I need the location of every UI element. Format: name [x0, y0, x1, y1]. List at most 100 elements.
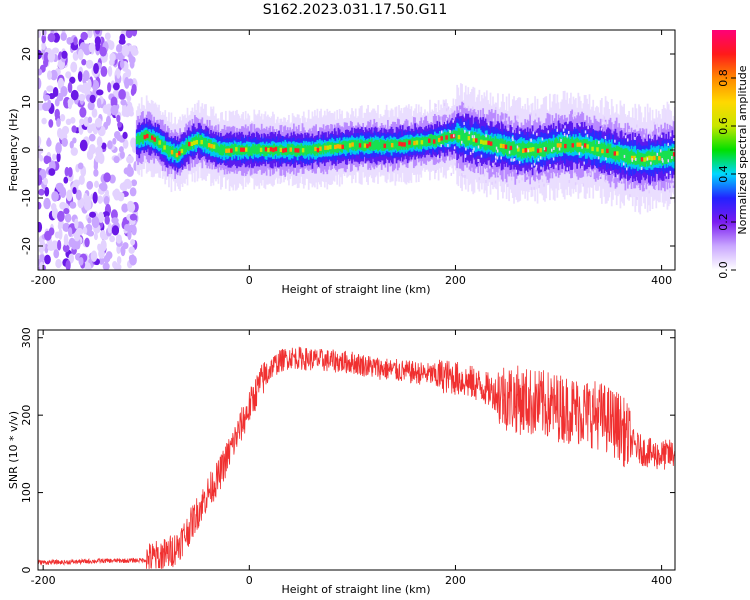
scatter-cell [672, 178, 675, 182]
noise-blob [94, 36, 102, 46]
noise-blob [96, 98, 102, 109]
scatter-cell [669, 189, 671, 193]
noise-blob [117, 121, 122, 128]
ridge-cell [370, 138, 373, 150]
ridge-cell [375, 140, 378, 150]
scatter-cell [552, 157, 555, 161]
scatter-cell [572, 114, 574, 118]
scatter-cell [543, 183, 545, 187]
scatter-cell [616, 175, 619, 179]
noise-blob [120, 245, 126, 257]
noise-blob [115, 234, 122, 244]
scatter-cell [541, 137, 544, 141]
scatter-cell [672, 182, 674, 186]
ridge-peak [282, 148, 285, 153]
noise-blob [62, 222, 71, 232]
scatter-cell [440, 120, 442, 124]
scatter-cell [629, 194, 631, 198]
noise-blob [124, 223, 130, 232]
colorbar: 0.0 0.2 0.4 0.6 0.8 Normalized spectral ampl… [712, 30, 749, 279]
noise-blob [38, 221, 43, 233]
ridge-cell [257, 144, 259, 155]
ridge-peak [351, 142, 354, 147]
noise-blob [98, 183, 106, 190]
ridge-peak [348, 143, 352, 148]
ridge-cell [220, 144, 222, 155]
ridge-peak [242, 147, 245, 152]
noise-blob [69, 201, 77, 209]
noise-blob [77, 84, 83, 92]
ridge-cell [411, 137, 414, 148]
noise-blob [78, 174, 85, 185]
ridge-peak [633, 155, 636, 161]
ridge-cell [385, 140, 388, 150]
noise-blob [111, 225, 120, 236]
scatter-cell [564, 125, 566, 129]
noise-blob [94, 117, 103, 128]
noise-blob [65, 259, 71, 270]
scatter-cell [568, 179, 571, 183]
ridge-peak [363, 143, 367, 148]
ridge-peak [428, 138, 431, 143]
ridge-cell [379, 138, 382, 149]
colorbar-tick-label: 0.0 [717, 261, 730, 279]
ridge-cell [362, 141, 365, 151]
scatter-cell [547, 130, 550, 134]
spectrogram-cells [38, 30, 675, 270]
y-tick-label: 0 [20, 567, 33, 574]
noise-blob [42, 102, 50, 112]
ridge-cell [638, 152, 640, 165]
scatter-cell [669, 170, 672, 174]
scatter-cell [437, 155, 439, 159]
noise-blob [43, 177, 49, 186]
noise-blob [59, 113, 66, 122]
ridge-cell [263, 145, 266, 157]
ridge-peak [398, 141, 401, 146]
ridge-cell [498, 139, 501, 153]
noise-blob [42, 94, 51, 101]
ridge-cell [389, 140, 392, 151]
ridge-peak [445, 135, 448, 140]
ridge-cell [478, 133, 481, 148]
noise-blob [112, 137, 117, 145]
snr-frame [37, 329, 676, 571]
noise-blob [101, 142, 107, 150]
noise-blob [79, 118, 85, 126]
scatter-cell [472, 150, 474, 154]
ridge-cell [670, 150, 672, 163]
ridge-peak [210, 144, 213, 149]
noise-blob [51, 191, 59, 202]
ridge-cell [593, 139, 596, 156]
scatter-cell [669, 177, 672, 181]
noise-blob [67, 166, 73, 178]
scatter-cell [518, 131, 521, 135]
ridge-cell [186, 139, 189, 150]
scatter-cell [521, 177, 523, 181]
ridge-cell [519, 143, 522, 157]
scatter-cell [566, 134, 568, 138]
ridge-peak [529, 147, 532, 152]
scatter-cell [516, 115, 518, 119]
ridge-peak [591, 146, 594, 152]
noise-blob [47, 243, 55, 251]
scatter-cell [662, 159, 664, 163]
ridge-peak [207, 143, 211, 148]
ridge-peak [314, 146, 317, 152]
noise-blob [129, 105, 134, 116]
scatter-cell [447, 106, 450, 110]
noise-blob [116, 244, 121, 254]
scatter-cell [516, 145, 519, 149]
ridge-cell [155, 136, 158, 145]
noise-blob [102, 262, 110, 270]
ridge-cell [568, 139, 571, 151]
ridge-cell [456, 131, 459, 143]
scatter-cell [581, 165, 583, 169]
noise-blob [82, 77, 87, 84]
scatter-cell [649, 135, 651, 139]
ridge-peak [324, 145, 327, 150]
ridge-cell [430, 133, 433, 146]
ridge-peak [158, 140, 161, 145]
scatter-cell [653, 121, 655, 125]
noise-blob [96, 89, 104, 96]
